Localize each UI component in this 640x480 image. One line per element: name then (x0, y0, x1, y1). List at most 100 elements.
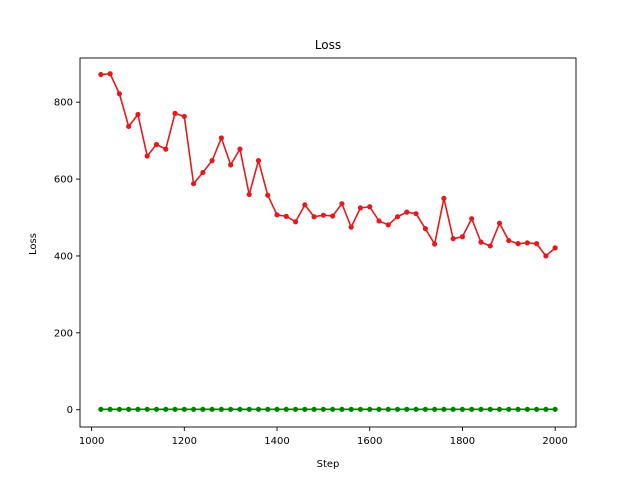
series-2-point (209, 406, 215, 412)
series-1-point (413, 211, 419, 217)
series-1-point (265, 192, 271, 198)
y-tick-label: 800 (54, 98, 73, 109)
x-tick-label: 1800 (450, 436, 475, 447)
series-2-point (441, 406, 447, 412)
series-1-point (506, 237, 512, 244)
series-1-point (116, 91, 122, 97)
series-2-point (413, 406, 419, 412)
series-1-point (246, 191, 252, 198)
series-1-point (376, 218, 382, 224)
series-2-point (357, 406, 364, 412)
plot-frame (79, 57, 577, 428)
series-2-point (506, 406, 512, 412)
x-tick-label: 1600 (357, 436, 382, 447)
series-1-point (274, 212, 280, 218)
series-1-point (172, 110, 178, 116)
series-2-point (534, 406, 540, 412)
series-2-point (246, 406, 252, 412)
chart-title: Loss (315, 38, 341, 52)
series-1-point (181, 113, 187, 120)
series-1-point (534, 241, 540, 247)
series-1-point (524, 240, 530, 246)
series-1-point (543, 253, 549, 259)
series-2-point (478, 406, 484, 412)
y-tick-label: 0 (67, 405, 73, 416)
series-2-point (348, 406, 354, 412)
y-axis-label: Loss (28, 233, 39, 255)
series-1-point (163, 146, 169, 152)
series-1-point (153, 141, 160, 148)
x-tick-label: 1000 (79, 436, 104, 447)
series-1-point (283, 213, 289, 219)
series-2-point (320, 406, 326, 412)
series-1-point (478, 239, 484, 245)
series-1-point (107, 71, 113, 77)
series-2-point (135, 406, 141, 412)
series-2-point (163, 406, 169, 412)
series-1-point (394, 214, 401, 220)
series-1-point (292, 219, 299, 225)
series-2-point (432, 406, 438, 412)
series-2-point (292, 406, 299, 412)
series-1-point (552, 245, 558, 251)
series-1-point (228, 162, 234, 168)
series-2-point (228, 406, 234, 412)
series-1-point (302, 202, 308, 208)
series-1-point (367, 204, 373, 210)
series-2-point (469, 406, 475, 412)
series-1-point (200, 169, 206, 176)
x-tick-label: 2000 (542, 436, 567, 447)
series-1-point (432, 241, 438, 247)
series-1-point (330, 213, 336, 219)
series-2-point (394, 406, 401, 412)
series-2-point (385, 406, 391, 412)
series-2-point (376, 406, 382, 412)
series-1 (98, 71, 558, 259)
series-1-point (496, 220, 503, 226)
y-tick-label: 400 (54, 251, 73, 262)
series-1-point (515, 241, 521, 247)
series-2 (98, 406, 558, 412)
series-1-point (190, 181, 197, 187)
series-2-point (116, 406, 122, 412)
series-2-point (552, 406, 558, 412)
series-2-point (515, 406, 521, 412)
series-2-point (172, 406, 178, 412)
series-1-point (98, 71, 104, 78)
series-2-point (311, 406, 317, 412)
series-2-point (543, 406, 549, 412)
series-layer (98, 71, 558, 412)
series-2-point (339, 406, 345, 412)
series-2-point (330, 406, 336, 412)
series-2-point (459, 406, 466, 412)
series-2-point (274, 406, 280, 412)
series-2-point (255, 406, 262, 412)
series-2-point (98, 406, 104, 412)
series-1-point (469, 216, 475, 222)
series-2-point (283, 406, 289, 412)
series-1-point (459, 234, 466, 240)
series-2-point (218, 406, 224, 412)
series-1-point (320, 212, 326, 218)
series-1-point (339, 201, 345, 207)
series-2-point (302, 406, 308, 412)
series-1-point (487, 243, 493, 249)
series-2-point (524, 406, 530, 412)
y-tick-label: 600 (54, 175, 73, 186)
series-2-point (181, 406, 187, 412)
series-2-point (404, 406, 410, 412)
series-1-point (441, 195, 447, 201)
series-1-point (144, 153, 150, 159)
series-2-point (200, 406, 206, 412)
series-1-point (450, 236, 456, 242)
series-1-point (218, 135, 224, 141)
series-2-point (144, 406, 150, 412)
axes-layer: 1000 1200 1400 1600 1800 2000 0 200 400 600 800 (54, 57, 577, 447)
series-1-point (422, 226, 428, 232)
series-1-point (237, 146, 243, 152)
x-tick-label: 1400 (264, 436, 289, 447)
series-2-point (422, 406, 428, 412)
series-2-point (367, 406, 373, 412)
series-2-point (126, 406, 132, 412)
